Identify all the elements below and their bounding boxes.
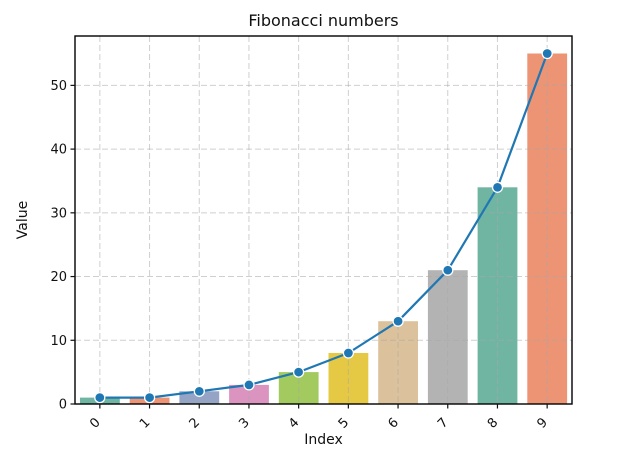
plot-spines xyxy=(74,35,573,405)
chart-title: Fibonacci numbers xyxy=(248,11,398,30)
line-layer xyxy=(94,47,553,404)
x-tick-label-5: 5 xyxy=(336,415,352,431)
line-marker-7 xyxy=(442,264,454,276)
x-tick-label-7: 7 xyxy=(435,415,451,431)
x-tick-label-9: 9 xyxy=(535,415,551,431)
x-tick-label-2: 2 xyxy=(187,415,203,431)
y-tick-label-50: 50 xyxy=(50,79,67,94)
y-tick-label-0: 0 xyxy=(59,398,67,413)
axes-layer xyxy=(74,35,573,405)
x-tick-label-8: 8 xyxy=(485,415,501,431)
bar-8 xyxy=(477,187,518,404)
line-marker-2 xyxy=(193,385,205,397)
x-axis-label: Index xyxy=(304,432,343,448)
x-tick-label-3: 3 xyxy=(236,415,252,431)
line-marker-8 xyxy=(491,181,504,193)
y-tick-label-40: 40 xyxy=(50,143,67,158)
line-marker-5 xyxy=(342,347,355,359)
bar-3 xyxy=(229,384,269,404)
x-tick-label-6: 6 xyxy=(385,415,401,431)
line-marker-3 xyxy=(243,379,255,391)
bars-layer xyxy=(80,53,568,404)
x-tick-label-1: 1 xyxy=(137,415,153,431)
fibonacci-line xyxy=(99,53,549,399)
x-tick-label-4: 4 xyxy=(286,415,302,431)
grid-layer xyxy=(75,36,572,404)
y-tick-label-30: 30 xyxy=(50,206,67,221)
line-marker-6 xyxy=(392,315,404,327)
x-tick-label-0: 0 xyxy=(87,415,103,431)
line-marker-0 xyxy=(94,391,106,404)
y-axis-label: Value xyxy=(15,201,31,239)
line-marker-1 xyxy=(143,391,156,404)
line-marker-9 xyxy=(541,47,553,60)
y-tick-label-20: 20 xyxy=(50,270,67,285)
line-marker-4 xyxy=(292,366,305,378)
y-tick-label-10: 10 xyxy=(50,334,67,349)
